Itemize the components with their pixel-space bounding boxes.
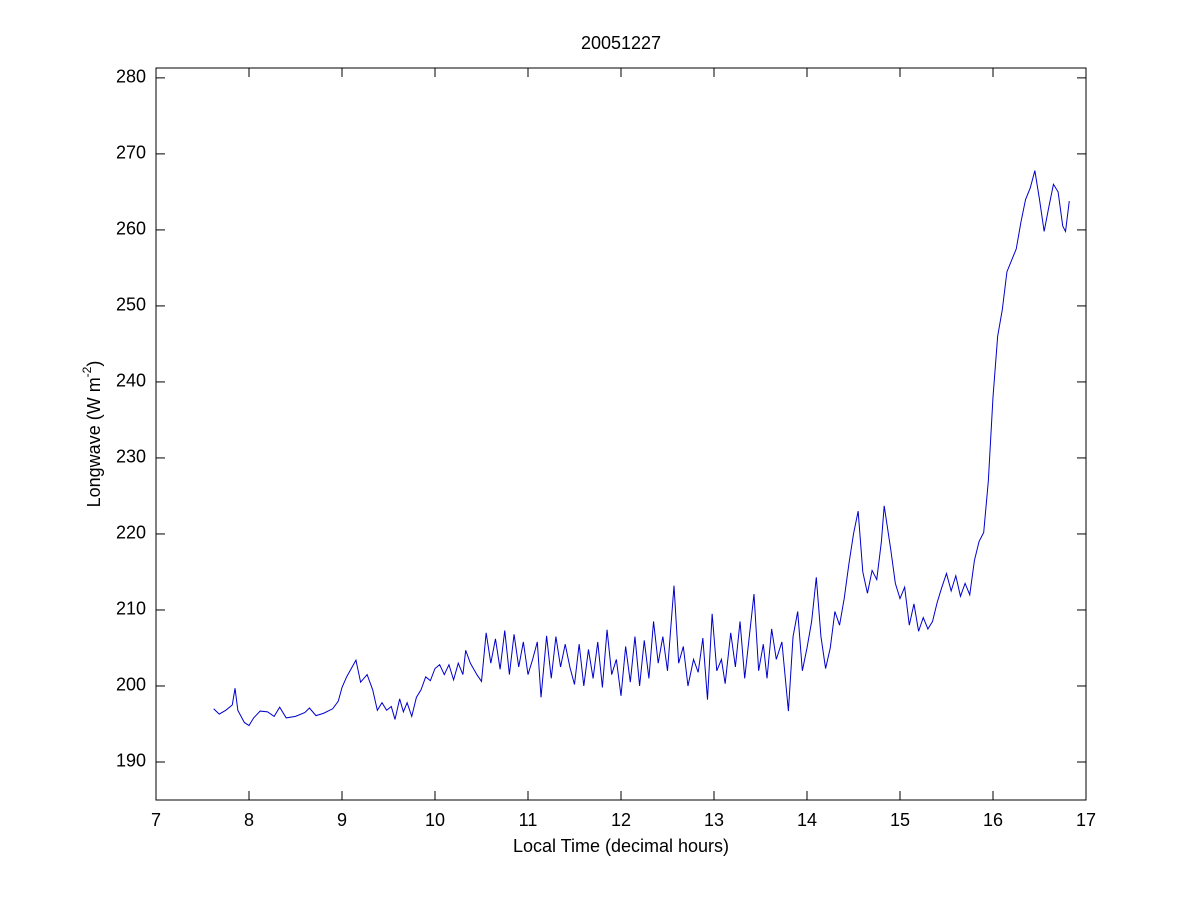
y-tick-label: 190	[116, 751, 146, 771]
x-tick-label: 9	[337, 810, 347, 830]
y-tick-label: 280	[116, 67, 146, 87]
y-axis-label: Longwave (W m-2)	[80, 361, 104, 508]
x-tick-label: 10	[425, 810, 445, 830]
y-tick-label: 200	[116, 675, 146, 695]
y-axis-label-end: )	[84, 361, 104, 367]
y-tick-label: 260	[116, 219, 146, 239]
y-tick-label: 270	[116, 143, 146, 163]
y-tick-label: 210	[116, 599, 146, 619]
y-axis-label-sup: -2	[80, 366, 94, 377]
x-tick-label: 8	[244, 810, 254, 830]
x-tick-label: 11	[519, 810, 538, 830]
x-tick-label: 16	[983, 810, 1003, 830]
y-tick-label: 250	[116, 295, 146, 315]
x-tick-label: 13	[704, 810, 724, 830]
y-tick-label: 240	[116, 371, 146, 391]
x-tick-label: 12	[611, 810, 631, 830]
x-tick-label: 15	[890, 810, 910, 830]
x-tick-label: 14	[797, 810, 817, 830]
y-tick-label: 230	[116, 447, 146, 467]
y-axis-label-text: Longwave (W m	[84, 377, 104, 507]
x-axis-label: Local Time (decimal hours)	[513, 836, 729, 856]
y-tick-label: 220	[116, 523, 146, 543]
plot-area	[155, 67, 1087, 801]
data-line	[213, 170, 1070, 727]
x-tick-label: 7	[151, 810, 161, 830]
chart-title: 20051227	[581, 33, 661, 53]
x-tick-label: 17	[1076, 810, 1096, 830]
